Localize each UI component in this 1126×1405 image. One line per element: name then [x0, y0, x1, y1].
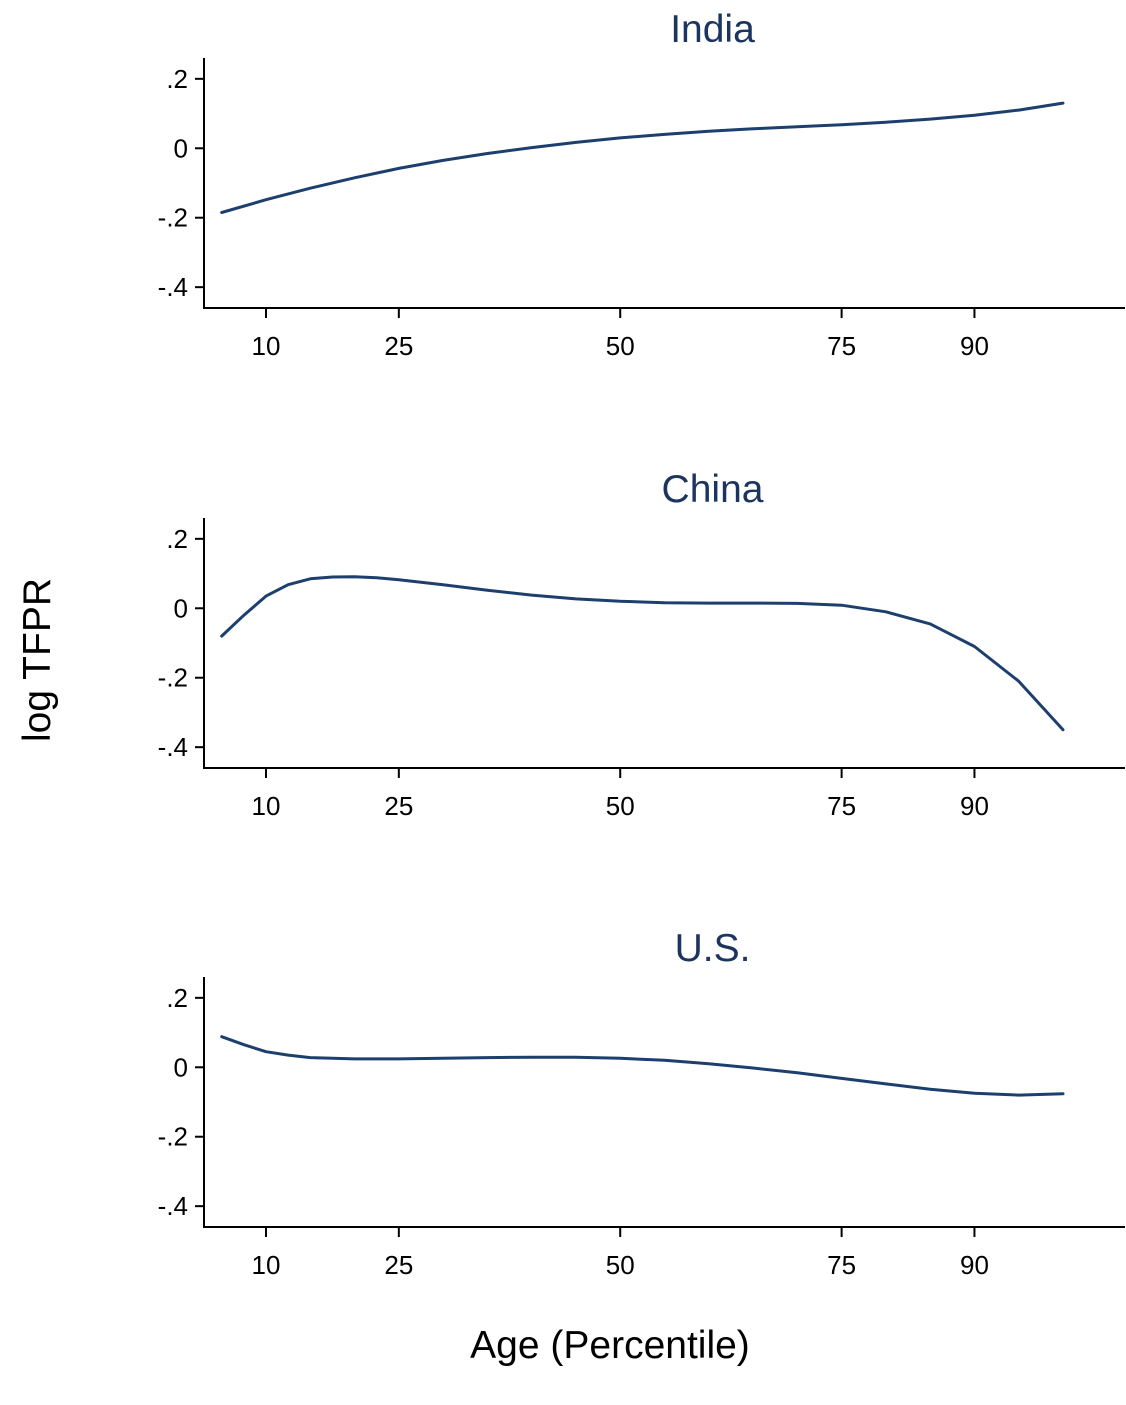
panel-u-s: U.S. .2 0 -.2 -.4 10 25 50 75 90	[158, 927, 1125, 1280]
y-tick-label: -.2	[158, 663, 188, 693]
series-line-india	[220, 101, 1065, 214]
y-axis-title: log TFPR	[16, 578, 59, 742]
x-tick-label: 25	[384, 791, 413, 821]
x-tick-label: 50	[606, 331, 635, 361]
y-tick-label: .2	[166, 983, 188, 1013]
y-tick-label: -.4	[158, 1191, 188, 1221]
y-tick-label: 0	[174, 133, 188, 163]
x-tick-label: 50	[606, 1250, 635, 1280]
x-tick-label: 10	[252, 331, 281, 361]
x-tick-label: 90	[960, 1250, 989, 1280]
series-line-china	[220, 575, 1065, 732]
y-tick-label: -.4	[158, 272, 188, 302]
x-tick-label: 75	[827, 1250, 856, 1280]
y-tick-label: 0	[174, 593, 188, 623]
x-tick-label: 50	[606, 791, 635, 821]
x-tick-label: 10	[252, 791, 281, 821]
y-tick-label: .2	[166, 64, 188, 94]
y-tick-label: -.4	[158, 732, 188, 762]
panels: India .2 0 -.2 -.4 10 25 50 75 90 China .2 0 -.2 -.4 10…	[158, 8, 1125, 1280]
panel-title: China	[662, 468, 764, 511]
panel-title: U.S.	[675, 927, 751, 970]
panel-title: India	[670, 8, 755, 51]
y-tick-label: -.2	[158, 203, 188, 233]
y-tick-label: .2	[166, 524, 188, 554]
panel-india: India .2 0 -.2 -.4 10 25 50 75 90	[158, 8, 1125, 361]
x-tick-label: 25	[384, 331, 413, 361]
x-tick-label: 90	[960, 791, 989, 821]
x-axis-title: Age (Percentile)	[470, 1324, 750, 1367]
series-line-u-s	[220, 1035, 1065, 1097]
x-tick-label: 90	[960, 331, 989, 361]
x-tick-label: 75	[827, 791, 856, 821]
y-tick-label: 0	[174, 1052, 188, 1082]
x-tick-label: 10	[252, 1250, 281, 1280]
x-tick-label: 25	[384, 1250, 413, 1280]
x-tick-label: 75	[827, 331, 856, 361]
panel-china: China .2 0 -.2 -.4 10 25 50 75 90	[158, 468, 1125, 821]
y-tick-label: -.2	[158, 1122, 188, 1152]
